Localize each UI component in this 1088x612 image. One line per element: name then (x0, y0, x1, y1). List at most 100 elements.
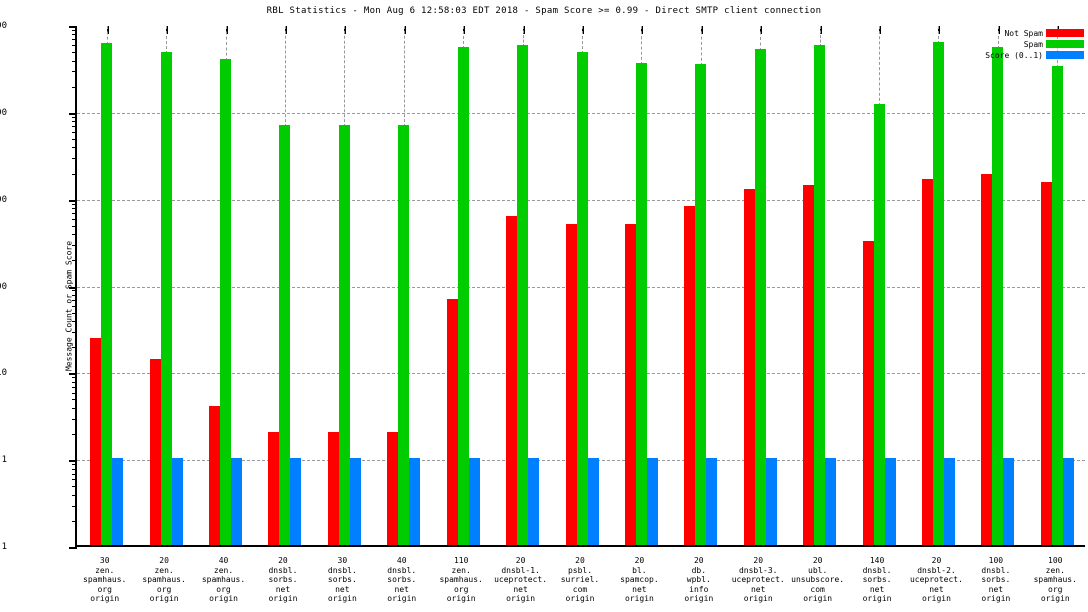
group-tick (284, 26, 287, 34)
group-tick (344, 26, 347, 34)
group-tick (879, 26, 882, 34)
y-axis-tick-minor (72, 494, 77, 496)
y-axis-tick-minor (72, 121, 77, 123)
bar-not-spam (90, 338, 102, 545)
bar-not-spam (327, 432, 339, 545)
y-axis-tick-minor (72, 392, 77, 394)
y-axis-tick-minor (72, 208, 77, 210)
group-guide-line (166, 26, 168, 54)
group-guide-line (938, 26, 940, 45)
x-axis-tick-label: 20 dnsbl-2. uceprotect. net origin (909, 556, 963, 603)
bar-spam (754, 48, 766, 545)
y-axis-tick-minor (72, 147, 77, 149)
y-axis-tick-minor (72, 34, 77, 36)
group-guide-line (463, 26, 465, 50)
group-tick (700, 26, 703, 34)
bar-spam (695, 63, 707, 545)
group-guide-line (641, 26, 643, 65)
group-tick (522, 26, 525, 34)
y-axis-tick-minor (72, 71, 77, 73)
group-guide-line (344, 26, 346, 128)
bar-score-0-1 (349, 458, 361, 545)
x-axis-tick-label: 20 dnsbl. sorbs. net origin (268, 556, 298, 603)
bar-spam (160, 51, 172, 545)
bar-not-spam (803, 184, 815, 545)
x-axis-tick-label: 20 psbl. surriel. com origin (560, 556, 600, 603)
y-axis-tick-minor (72, 52, 77, 54)
legend-entry: Not Spam (985, 28, 1084, 38)
group-guide-line (106, 26, 108, 46)
y-axis-tick-minor (72, 203, 77, 205)
y-axis-tick-label: 0.1 (0, 542, 7, 552)
legend-label: Not Spam (1004, 28, 1043, 38)
x-axis-tick-label: 40 zen. spamhaus. org origin (201, 556, 246, 603)
bar-score-0-1 (1003, 458, 1015, 545)
x-axis-tick-label: 20 dnsbl-1. uceprotect. net origin (494, 556, 548, 603)
y-axis-tick-minor (72, 158, 77, 160)
y-axis-tick-major (69, 547, 77, 549)
y-axis-tick-label: 100000 (0, 21, 7, 31)
y-axis-tick-minor (72, 86, 77, 88)
bar-score-0-1 (468, 458, 480, 545)
y-axis-tick-minor (72, 138, 77, 140)
group-guide-line (225, 26, 227, 61)
group-tick (166, 26, 169, 34)
chart-legend: Not Spam Spam Score (0..1) (985, 28, 1084, 61)
legend-label: Score (0..1) (985, 50, 1043, 60)
bar-spam (635, 62, 647, 545)
y-axis-tick-minor (72, 132, 77, 134)
y-axis-tick-minor (72, 245, 77, 247)
y-axis-tick-label: 10 (0, 368, 7, 379)
y-axis-tick-minor (72, 386, 77, 388)
bar-not-spam (149, 358, 161, 545)
group-tick (225, 26, 228, 34)
y-axis-tick-minor (72, 290, 77, 292)
bar-spam (220, 58, 232, 545)
bar-not-spam (624, 223, 636, 545)
x-axis-tick-label: 30 zen. spamhaus. org origin (83, 556, 127, 603)
group-tick (997, 26, 1000, 34)
x-axis-tick-label: 20 dnsbl-3. uceprotect. net origin (731, 556, 785, 603)
y-axis-tick-minor (72, 321, 77, 323)
y-axis-tick-major (69, 373, 77, 376)
group-guide-line (760, 26, 762, 51)
y-axis-tick-major (69, 112, 77, 115)
bar-spam (338, 125, 350, 545)
y-axis-tick-minor (72, 377, 77, 379)
y-axis-tick-minor (72, 116, 77, 118)
x-axis-tick-label: 100 dnsbl. sorbs. net origin (981, 556, 1011, 603)
group-guide-line (700, 26, 702, 66)
bar-score-0-1 (706, 458, 718, 545)
bar-not-spam (684, 206, 696, 545)
legend-swatch (1046, 51, 1084, 59)
x-axis-tick-label: 100 zen. spamhaus. org origin (1033, 556, 1077, 603)
y-axis-tick-minor (72, 213, 77, 215)
bar-score-0-1 (765, 458, 777, 545)
y-axis-tick-minor (72, 45, 77, 47)
bar-score-0-1 (587, 458, 599, 545)
x-axis-tick-label: 110 zen. spamhaus. org origin (439, 556, 483, 603)
bar-spam (1051, 65, 1063, 545)
bar-spam (873, 103, 885, 545)
y-axis-tick-label: 100 (0, 281, 7, 292)
bar-not-spam (862, 240, 874, 545)
bar-score-0-1 (171, 458, 183, 545)
y-axis-tick-label: 10000 (0, 107, 7, 118)
group-tick (641, 26, 644, 34)
y-axis-tick-minor (72, 60, 77, 62)
bar-not-spam (743, 189, 755, 545)
y-axis-tick-minor (72, 399, 77, 401)
y-axis-tick-major (69, 26, 77, 28)
y-axis-tick-minor (72, 225, 77, 227)
bar-spam (814, 45, 826, 545)
group-tick (106, 26, 109, 34)
bar-not-spam (446, 299, 458, 545)
y-axis-tick-minor (72, 234, 77, 236)
y-axis-tick-minor (72, 381, 77, 383)
y-axis-tick-minor (72, 173, 77, 175)
y-axis-tick-label: 1000 (0, 194, 7, 205)
y-axis-tick-minor (72, 486, 77, 488)
y-axis-tick-minor (72, 505, 77, 507)
x-axis-tick-label: 30 dnsbl. sorbs. net origin (327, 556, 357, 603)
